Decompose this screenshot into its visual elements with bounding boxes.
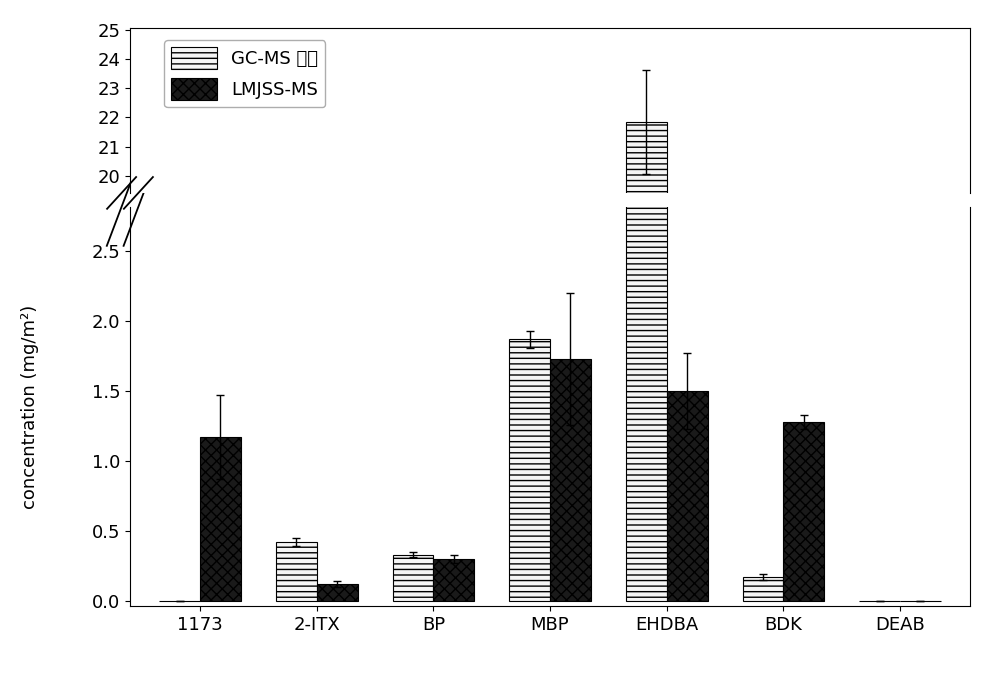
Bar <box>783 422 824 601</box>
Bar <box>550 359 591 601</box>
Text: concentration (mg/m²): concentration (mg/m²) <box>21 305 39 508</box>
Legend: GC-MS 结果, LMJSS-MS: GC-MS 结果, LMJSS-MS <box>164 40 325 107</box>
Bar <box>667 391 708 601</box>
Bar <box>626 0 667 601</box>
Bar <box>509 340 550 601</box>
Bar <box>200 438 241 601</box>
Bar <box>317 584 358 601</box>
Bar <box>743 577 783 601</box>
Bar <box>392 555 433 601</box>
Bar <box>433 559 474 601</box>
Bar <box>626 122 667 689</box>
Bar <box>276 542 317 601</box>
